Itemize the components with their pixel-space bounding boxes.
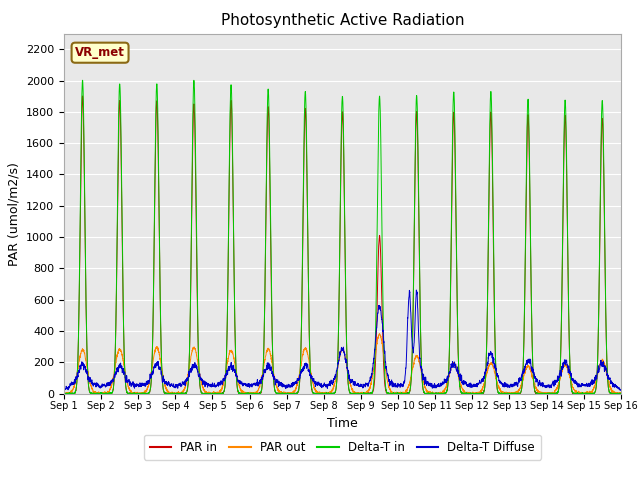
Delta-T in <box>499 391 507 396</box>
PAR in <box>79 93 86 99</box>
PAR in <box>436 390 444 396</box>
PAR in <box>499 391 507 396</box>
PAR out <box>616 391 624 396</box>
Delta-T Diffuse <box>467 384 475 389</box>
Delta-T Diffuse <box>160 378 168 384</box>
Delta-T Diffuse <box>413 287 420 293</box>
Delta-T in <box>60 390 68 396</box>
Line: Delta-T Diffuse: Delta-T Diffuse <box>64 290 621 391</box>
Y-axis label: PAR (umol/m2/s): PAR (umol/m2/s) <box>8 162 20 265</box>
Delta-T in <box>468 390 476 396</box>
Text: VR_met: VR_met <box>75 46 125 59</box>
PAR out <box>468 391 476 396</box>
Delta-T in <box>617 391 625 396</box>
Delta-T Diffuse <box>60 387 68 393</box>
Delta-T Diffuse <box>617 388 625 394</box>
Delta-T Diffuse <box>322 382 330 387</box>
X-axis label: Time: Time <box>327 417 358 430</box>
Delta-T in <box>616 391 624 396</box>
Line: Delta-T in: Delta-T in <box>64 80 621 394</box>
PAR in <box>60 391 68 396</box>
Title: Photosynthetic Active Radiation: Photosynthetic Active Radiation <box>221 13 464 28</box>
Legend: PAR in, PAR out, Delta-T in, Delta-T Diffuse: PAR in, PAR out, Delta-T in, Delta-T Dif… <box>144 435 541 460</box>
PAR out <box>499 390 507 396</box>
Delta-T in <box>79 77 86 83</box>
PAR in <box>616 391 624 396</box>
PAR in <box>161 390 168 396</box>
Line: PAR out: PAR out <box>64 334 621 394</box>
Delta-T Diffuse <box>436 382 444 387</box>
PAR in <box>617 390 625 396</box>
PAR out <box>60 391 68 396</box>
Delta-T in <box>436 390 444 396</box>
Delta-T in <box>322 390 330 396</box>
PAR out <box>60 391 68 396</box>
PAR out <box>436 389 444 395</box>
PAR in <box>467 391 475 396</box>
PAR out <box>322 390 330 396</box>
PAR out <box>617 390 625 396</box>
Delta-T Diffuse <box>616 386 624 392</box>
Line: PAR in: PAR in <box>64 96 621 394</box>
PAR out <box>161 379 168 385</box>
Delta-T in <box>60 391 68 396</box>
PAR in <box>322 390 330 396</box>
Delta-T in <box>161 389 168 395</box>
PAR out <box>376 331 383 336</box>
Delta-T Diffuse <box>499 383 507 388</box>
